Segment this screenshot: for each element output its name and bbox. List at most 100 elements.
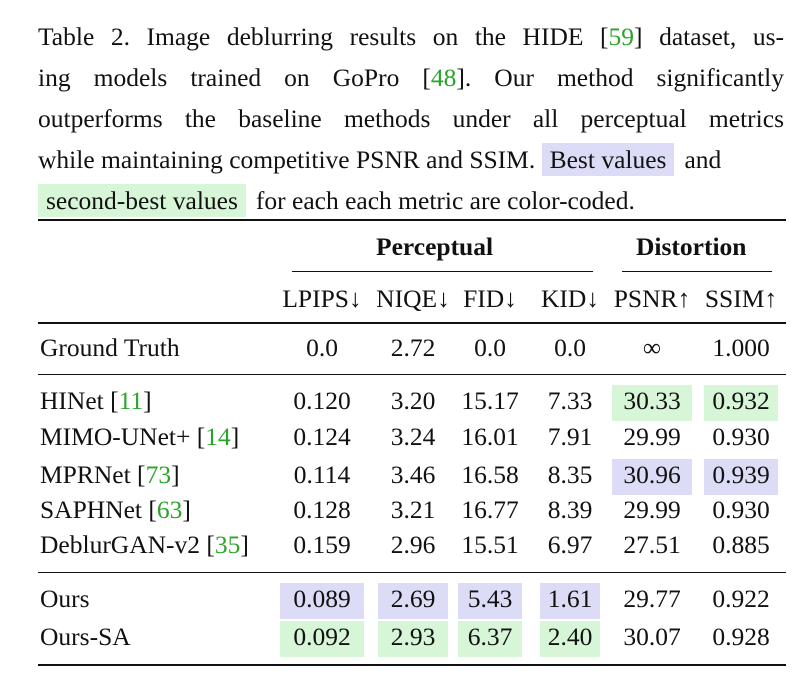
metric-value: 29.99 <box>623 422 681 451</box>
method-label: MIMO-UNet+ [ <box>40 422 206 451</box>
metric-value: 6.97 <box>547 530 593 559</box>
ground-truth-rule <box>38 374 786 376</box>
highlight-best <box>378 583 448 619</box>
caption-text: and <box>684 145 722 174</box>
method-name: MIMO-UNet+ [14] <box>40 422 239 452</box>
citation-link[interactable]: 48 <box>430 63 457 92</box>
metric-value: 0.939 <box>712 460 770 489</box>
metric-value: 2.40 <box>547 622 593 651</box>
method-label: Ours-SA <box>40 622 131 651</box>
metric-value: 29.77 <box>623 584 681 613</box>
metric-value: 0.092 <box>293 622 351 651</box>
metric-value: 6.37 <box>467 622 513 651</box>
table-top-rule <box>38 219 786 221</box>
metric-value: 0.0 <box>306 333 338 362</box>
method-name: Ours-SA <box>40 622 131 652</box>
method-label: Ground Truth <box>40 333 180 362</box>
metric-value: 0.128 <box>293 495 351 524</box>
metric-value: 0.928 <box>712 622 770 651</box>
metric-value: 0.932 <box>712 386 770 415</box>
metric-value: 0.124 <box>293 422 351 451</box>
metric-value: 30.33 <box>623 386 681 415</box>
citation-bracket: ] <box>182 495 191 524</box>
highlight-second <box>612 385 692 421</box>
baseline-rule <box>38 572 786 574</box>
metric-value: 2.72 <box>390 333 436 362</box>
caption-line-4: while maintaining competitive PSNR and S… <box>38 139 784 180</box>
table-caption: Table 2. Image deblurring results on the… <box>38 16 784 221</box>
column-header: SSIM↑ <box>704 284 778 313</box>
citation-bracket: ] <box>171 460 180 489</box>
highlight-best <box>458 583 522 619</box>
caption-line-1: Table 2. Image deblurring results on the… <box>38 16 784 57</box>
caption-line-2: ing models trained on GoPro [48]. Our me… <box>38 57 784 98</box>
method-label: Ours <box>40 584 90 613</box>
caption-text: ing models trained on GoPro [ <box>38 63 431 92</box>
method-name: MPRNet [73] <box>40 460 180 490</box>
caption-text: Table 2. Image deblurring results on the… <box>38 22 609 51</box>
perceptual-group-rule <box>292 271 593 273</box>
citation-bracket: ] <box>230 422 240 451</box>
highlight-best <box>280 583 364 619</box>
citation-link[interactable]: 59 <box>608 22 635 51</box>
caption-text: ] dataset, us- <box>634 22 784 51</box>
metric-value: 30.07 <box>623 622 681 651</box>
highlight-best <box>612 459 692 495</box>
metric-value: 0.120 <box>293 386 351 415</box>
citation-link[interactable]: 35 <box>214 530 241 559</box>
column-header: NIQE↓ <box>376 284 450 313</box>
method-label: SAPHNet [ <box>40 495 157 524</box>
highlight-second <box>540 621 600 657</box>
citation-link[interactable]: 11 <box>118 386 144 415</box>
metric-value: 0.089 <box>293 584 351 613</box>
metric-value: 7.91 <box>547 422 593 451</box>
metric-value: 8.35 <box>547 460 593 489</box>
caption-text: while maintaining competitive PSNR and S… <box>38 145 542 174</box>
metric-value: 2.69 <box>390 584 436 613</box>
method-label: HINet [ <box>40 386 119 415</box>
metric-value: 1.61 <box>547 584 593 613</box>
best-values-legend: Best values <box>541 143 675 176</box>
metric-value: 0.922 <box>712 584 770 613</box>
metric-value: 0.930 <box>712 422 770 451</box>
metric-value: 2.93 <box>390 622 436 651</box>
metric-value: 30.96 <box>623 460 681 489</box>
caption-line-5: second-best values for each each metric a… <box>38 180 784 221</box>
metric-value: 5.43 <box>467 584 513 613</box>
method-label: MPRNet [ <box>40 460 146 489</box>
column-header: PSNR↑ <box>613 284 691 313</box>
caption-text: ]. Our method significantly <box>456 63 784 92</box>
metric-value: 3.46 <box>390 460 436 489</box>
highlight-best <box>540 583 600 619</box>
metric-value: 0.930 <box>712 495 770 524</box>
metric-value: 16.77 <box>461 495 519 524</box>
highlight-second <box>704 385 778 421</box>
group-header-perceptual: Perceptual <box>376 232 494 261</box>
citation-link[interactable]: 63 <box>156 495 183 524</box>
second-best-values-legend: second-best values <box>38 184 246 217</box>
metric-value: 16.58 <box>461 460 519 489</box>
method-name: DeblurGAN-v2 [35] <box>40 530 249 560</box>
caption-line-3: outperforms the baseline methods under a… <box>38 104 784 133</box>
caption-text: for each each metric are color-coded. <box>255 186 635 215</box>
method-name: HINet [11] <box>40 386 152 416</box>
metric-value: 0.114 <box>293 460 351 489</box>
table-bottom-rule <box>38 664 786 666</box>
metric-value: 0.159 <box>293 530 351 559</box>
citation-link[interactable]: 73 <box>145 460 172 489</box>
metric-value: 16.01 <box>461 422 519 451</box>
metric-value: 1.000 <box>712 333 770 362</box>
metric-value: 27.51 <box>623 530 681 559</box>
metric-value: 0.0 <box>474 333 506 362</box>
citation-link[interactable]: 14 <box>205 422 231 451</box>
highlight-second <box>280 621 364 657</box>
column-header: FID↓ <box>463 284 517 313</box>
highlight-second <box>458 621 522 657</box>
method-label: DeblurGAN-v2 [ <box>40 530 215 559</box>
column-header: KID↓ <box>540 284 600 313</box>
method-name: Ours <box>40 584 90 614</box>
metric-value: 3.24 <box>390 422 436 451</box>
metric-value: ∞ <box>642 333 662 362</box>
metric-value: 15.17 <box>461 386 519 415</box>
metric-value: 3.21 <box>390 495 436 524</box>
